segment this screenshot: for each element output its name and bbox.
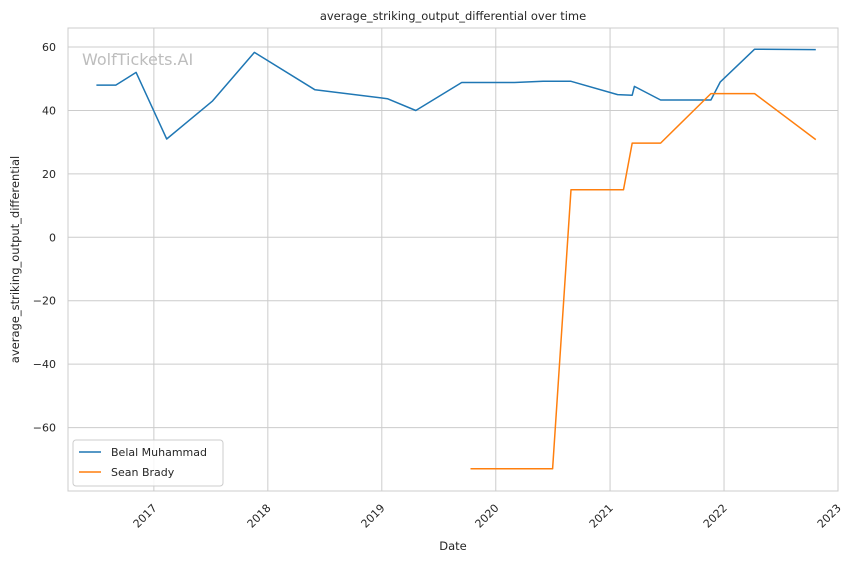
legend-box (72, 439, 224, 487)
x-tick-label: 2019 (359, 502, 388, 531)
x-tick-label: 2023 (815, 502, 844, 531)
y-tick-label: 60 (42, 41, 56, 54)
series-line-0 (96, 48, 816, 140)
grid (68, 28, 839, 491)
x-tick-label: 2018 (245, 502, 274, 531)
chart-title: average_striking_output_differential ove… (320, 9, 586, 23)
plot-area (67, 27, 839, 492)
legend-label: Sean Brady (111, 466, 175, 479)
x-tick-label: 2017 (131, 502, 160, 531)
series-line-1 (470, 92, 817, 470)
y-tick-label: 20 (42, 168, 56, 181)
y-axis-label: average_striking_output_differential (8, 156, 22, 363)
x-tick-label: 2020 (473, 502, 502, 531)
y-tick-label: −20 (33, 295, 56, 308)
legend-label: Belal Muhammad (111, 446, 207, 459)
y-tick-labels: 60 40 20 0 −20 −40 −60 (33, 41, 56, 435)
legend: Belal Muhammad Sean Brady (72, 439, 224, 487)
watermark-text: WolfTickets.AI (82, 50, 193, 69)
x-tick-labels: 2017 2018 2019 2020 2021 2022 2023 (131, 502, 844, 531)
y-tick-label: 0 (49, 231, 56, 244)
y-tick-label: 40 (42, 104, 56, 117)
y-tick-label: −40 (33, 358, 56, 371)
series-lines (96, 48, 817, 470)
y-tick-label: −60 (33, 422, 56, 435)
x-tick-label: 2021 (587, 502, 616, 531)
x-tick-label: 2022 (701, 502, 730, 531)
x-axis-label: Date (439, 539, 467, 553)
